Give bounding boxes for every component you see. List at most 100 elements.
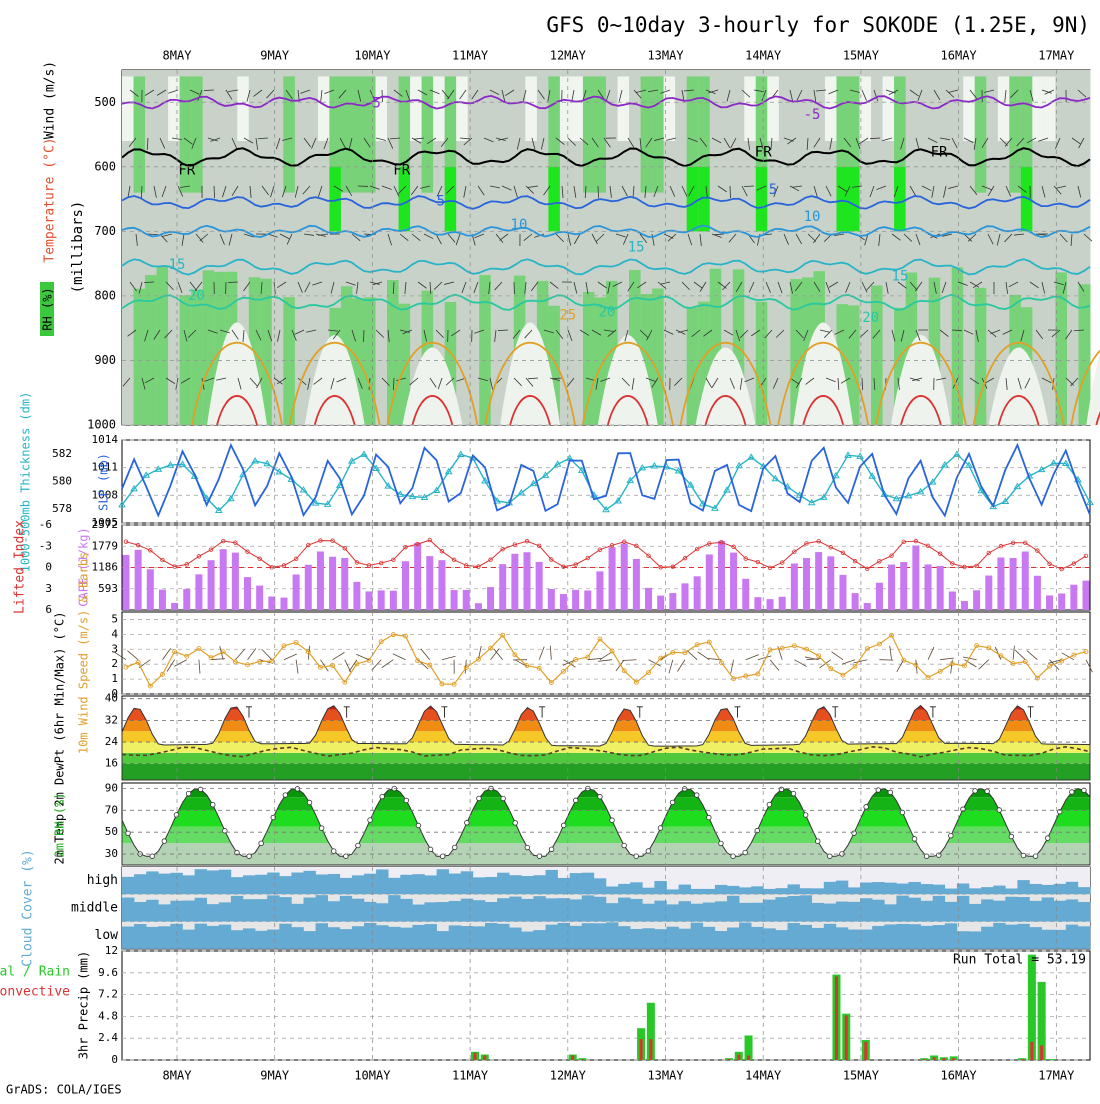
surface-wind-barb: [372, 660, 381, 670]
cloud-cover-bar: [945, 923, 957, 949]
cape-bar: [329, 557, 336, 610]
cape-bar: [135, 550, 142, 610]
rh-shade-column: [1044, 76, 1056, 141]
rh-point: [295, 787, 300, 792]
x-label-bottom: 12MAY: [550, 1069, 587, 1083]
rh-point: [198, 787, 203, 792]
cape-bar: [548, 589, 555, 610]
surface-wind-barb: [600, 652, 612, 660]
upper-y-tick: 700: [94, 224, 116, 238]
rh-shade-column: [525, 76, 537, 141]
cloud-cover-bar: [896, 896, 908, 922]
surface-wind-barb: [465, 660, 466, 674]
cloud-cover-bar: [364, 874, 376, 895]
rh-bands: [122, 783, 1090, 865]
rh-point: [707, 815, 712, 820]
thickness-tick: 582: [52, 447, 72, 460]
cloud-cover-bar: [437, 902, 449, 922]
cape-bar: [827, 556, 834, 610]
cloud-cover-bar: [231, 877, 243, 894]
cloud-cover-bar: [969, 931, 981, 949]
cape-bar: [669, 593, 676, 610]
cloud-cover-bar: [267, 872, 279, 894]
cape-bar: [912, 546, 919, 610]
cloud-cover-bar: [1066, 882, 1078, 895]
cloud-cover-bar: [134, 924, 146, 949]
cloud-cover-bar: [521, 932, 533, 949]
wind-barb: [204, 90, 214, 91]
cloud-cover-bar: [255, 931, 267, 949]
cloud-cover-bar: [606, 887, 618, 895]
cloud-cover-bar: [328, 901, 340, 921]
upper-y-tick: 600: [94, 159, 116, 173]
rh-shade-column: [675, 70, 687, 425]
contour-label: 20: [598, 305, 615, 321]
cloud-cover-bar: [1078, 887, 1090, 894]
cloud-cover-bar: [122, 927, 134, 949]
cloud-cover-bar: [812, 903, 824, 922]
cloud-cover-bar: [316, 923, 328, 949]
cloud-cover-bar: [195, 898, 207, 922]
cloud-cover-bar: [884, 904, 896, 921]
surface-wind-barb: [235, 649, 244, 659]
contour-label: 15: [892, 269, 909, 285]
cloud-cover-bar: [824, 882, 836, 894]
cloud-cover-bar: [183, 930, 195, 949]
rh-tick: 70: [105, 803, 118, 816]
rh-point: [319, 826, 324, 831]
rh-shade-column: [1067, 70, 1079, 425]
rh-point: [186, 791, 191, 796]
rh-shade-column: [122, 76, 134, 141]
cloud-cover-bar: [993, 923, 1005, 949]
cloud-cover-bar: [134, 874, 146, 894]
rh-tick: 50: [105, 825, 118, 838]
cloud-cover-bar: [1030, 927, 1042, 949]
cloud-cover-bar: [884, 883, 896, 895]
rh-shade-column: [1055, 272, 1067, 425]
cloud-cover-bar: [497, 873, 509, 895]
rh-point: [598, 794, 603, 799]
rh-shade-column: [237, 76, 249, 141]
rh-point: [573, 798, 578, 803]
rh-tick: 90: [105, 781, 118, 794]
slp-line: [122, 445, 1090, 515]
wind-barb: [744, 186, 754, 187]
cloud-cover-bar: [425, 924, 437, 949]
rh-point: [985, 789, 990, 794]
cloud-cover-bar: [122, 877, 134, 894]
cloud-cover-bar: [594, 923, 606, 949]
rh-point: [767, 802, 772, 807]
li-tick: -3: [39, 539, 52, 552]
cloud-cover-bar: [884, 924, 896, 949]
rh-point: [622, 843, 627, 848]
contour-label: 5: [437, 194, 445, 210]
cape-bar: [645, 588, 652, 610]
rh-shade-column: [836, 167, 848, 232]
rh-point: [936, 853, 941, 858]
cloud-cover-bar: [993, 901, 1005, 922]
rh-shade-column: [352, 76, 364, 192]
precip-tick: 4.8: [98, 1009, 118, 1022]
x-label-bottom: 8MAY: [163, 1069, 193, 1083]
temp-color-band: [122, 731, 1090, 742]
cape-bar: [961, 601, 968, 610]
surface-wind-barb: [1086, 660, 1092, 672]
wind-tick: 2: [111, 657, 118, 670]
cloud-cover-bar: [207, 904, 219, 921]
cloud-cover-bar: [533, 875, 545, 894]
upper-y-tick: 500: [94, 95, 116, 109]
cloud-cover-bar: [1017, 924, 1029, 949]
cloud-cover-bar: [521, 876, 533, 894]
cloud-cover-bar: [388, 927, 400, 949]
cape-bar: [973, 590, 980, 610]
cloud-cover-bar: [788, 923, 800, 949]
cloud-cover-bar: [1078, 926, 1090, 949]
cloud-cover-bar: [703, 889, 715, 894]
x-label-top: 14MAY: [745, 49, 782, 63]
cloud-cover-bar: [775, 888, 787, 894]
cloud-cover-bar: [800, 925, 812, 949]
x-label-top: 13MAY: [647, 49, 684, 63]
cloud-cover-bar: [618, 898, 630, 922]
rh-point: [888, 790, 893, 795]
cloud-cover-bar: [933, 925, 945, 949]
